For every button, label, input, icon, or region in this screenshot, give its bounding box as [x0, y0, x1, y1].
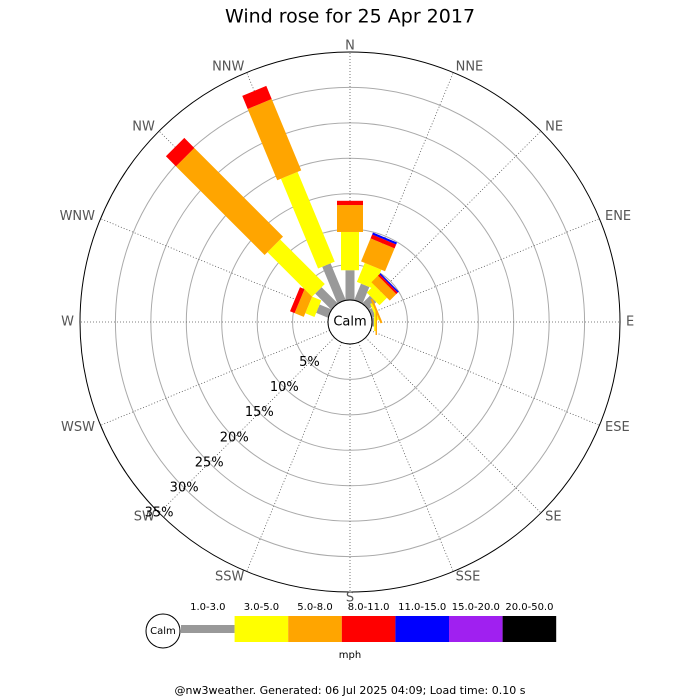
direction-label: NW	[132, 119, 155, 134]
bar-stack	[165, 137, 338, 310]
legend-swatch	[395, 616, 449, 642]
direction-label: ENE	[605, 209, 631, 224]
legend-label: 11.0-15.0	[398, 602, 446, 613]
direction-label: S	[346, 591, 354, 606]
legend-swatch	[288, 616, 342, 642]
bar-segment	[337, 200, 363, 206]
direction-label: WSW	[61, 420, 95, 435]
direction-label: ESE	[605, 420, 630, 435]
bar-segment	[267, 239, 325, 297]
bar-segment	[366, 285, 387, 306]
calm-circle	[327, 299, 373, 345]
legend-label: 8.0-11.0	[348, 602, 390, 613]
bar-segment	[374, 313, 376, 331]
bar-segment	[322, 263, 346, 304]
legend-calm-label: Calm	[150, 626, 176, 637]
bar-segment	[315, 287, 338, 310]
spoke	[158, 337, 335, 514]
r-tick-label: 5%	[299, 355, 320, 370]
bar-stack	[371, 309, 377, 335]
grid-ring	[221, 193, 479, 451]
bar-segment	[361, 238, 395, 272]
spoke	[246, 342, 342, 572]
spoke	[358, 72, 454, 302]
bar-segment	[377, 274, 398, 295]
bar-segment	[345, 270, 355, 300]
legend-label: 15.0-20.0	[452, 602, 500, 613]
legend-label: 1.0-3.0	[190, 602, 225, 613]
legend-swatch	[181, 625, 235, 633]
bar-stack	[290, 287, 332, 318]
bar-segment	[175, 147, 284, 256]
bar-segment	[341, 231, 359, 271]
bar-segment	[375, 309, 377, 335]
bar-segment	[379, 273, 399, 293]
bar-segment	[247, 99, 302, 181]
direction-label: SSW	[215, 569, 245, 584]
direction-label: SW	[134, 510, 155, 525]
bar-segment	[165, 137, 195, 167]
bar-stack	[337, 200, 363, 300]
legend-swatch	[234, 616, 289, 642]
bar-segment	[372, 232, 398, 245]
bar-segment	[354, 283, 370, 304]
direction-label: E	[626, 315, 634, 330]
bar-segment	[337, 205, 363, 232]
legend-label: 3.0-5.0	[244, 602, 279, 613]
legend-swatch	[341, 616, 396, 642]
r-tick-label: 20%	[220, 430, 249, 445]
r-tick-label: 30%	[170, 480, 199, 495]
grid-ring	[114, 86, 586, 558]
spoke	[370, 330, 600, 426]
bar-segment	[280, 171, 335, 269]
direction-label: SSE	[456, 569, 481, 584]
legend-label: 5.0-8.0	[297, 602, 332, 613]
r-tick-label: 10%	[270, 380, 299, 395]
direction-label: N	[345, 39, 355, 54]
legend-label: 20.0-50.0	[505, 602, 553, 613]
spoke	[365, 337, 542, 514]
chart-title: Wind rose for 25 Apr 2017	[225, 6, 475, 28]
r-tick-label: 25%	[195, 455, 224, 470]
bar-segment	[371, 317, 375, 327]
calm-label: Calm	[333, 315, 366, 330]
bar-segment	[368, 308, 376, 318]
bar-segment	[305, 296, 322, 318]
spoke	[100, 218, 330, 314]
bar-segment	[371, 275, 397, 301]
footer: @nw3weather. Generated: 06 Jul 2025 04:0…	[175, 684, 526, 697]
direction-label: WNW	[60, 209, 96, 224]
r-tick-label: 15%	[245, 405, 274, 420]
direction-label: NNE	[456, 60, 484, 75]
grid-ring	[79, 51, 621, 593]
spoke	[100, 330, 330, 426]
bar-segment	[294, 289, 314, 317]
bar-segment	[370, 234, 397, 249]
bar-segment	[316, 304, 332, 318]
spoke	[370, 218, 600, 314]
legend-swatch	[449, 616, 503, 642]
unit-label: mph	[339, 650, 361, 661]
direction-label: W	[61, 315, 74, 330]
bar-segment	[242, 85, 272, 109]
r-tick-label: 35%	[145, 505, 174, 520]
bar-stack	[242, 85, 346, 304]
direction-label: NNW	[212, 60, 244, 75]
legend-swatch	[502, 616, 557, 642]
bar-segment	[290, 287, 305, 314]
spoke	[365, 130, 542, 307]
spoke	[358, 342, 454, 572]
direction-label: SE	[545, 510, 561, 525]
direction-label: NE	[545, 119, 563, 134]
legend-calm	[145, 613, 181, 649]
